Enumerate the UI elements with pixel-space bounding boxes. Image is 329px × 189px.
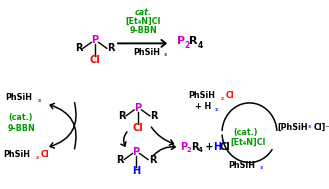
Text: Cl: Cl bbox=[226, 91, 234, 101]
Text: (cat.): (cat.) bbox=[233, 128, 258, 137]
Text: R: R bbox=[108, 43, 115, 53]
Text: Cl: Cl bbox=[41, 150, 50, 159]
Text: H: H bbox=[213, 142, 221, 152]
Text: R: R bbox=[149, 155, 156, 164]
Text: ₃: ₃ bbox=[308, 123, 311, 129]
Text: PhSiH: PhSiH bbox=[228, 161, 255, 170]
Text: ₃: ₃ bbox=[260, 164, 263, 170]
Text: P: P bbox=[180, 142, 187, 152]
Text: PhSiH: PhSiH bbox=[3, 150, 31, 159]
Text: 2: 2 bbox=[186, 147, 191, 153]
Text: ₃: ₃ bbox=[164, 51, 166, 57]
Text: Cl: Cl bbox=[133, 123, 143, 133]
Text: Cl: Cl bbox=[89, 55, 100, 65]
Text: + H: + H bbox=[194, 102, 211, 111]
Text: Cl: Cl bbox=[219, 142, 230, 152]
Text: 9-BBN: 9-BBN bbox=[130, 26, 157, 35]
Text: cat.: cat. bbox=[135, 8, 152, 17]
Text: P: P bbox=[91, 35, 98, 45]
Text: R: R bbox=[151, 111, 158, 121]
Text: ₂: ₂ bbox=[36, 153, 38, 160]
Text: P: P bbox=[177, 36, 185, 46]
Text: 4: 4 bbox=[197, 147, 202, 153]
Text: Cl]⁻: Cl]⁻ bbox=[314, 123, 329, 132]
Text: 9-BBN: 9-BBN bbox=[8, 124, 36, 133]
Text: (cat.): (cat.) bbox=[8, 113, 33, 122]
Text: PhSiH: PhSiH bbox=[133, 48, 160, 57]
Text: R: R bbox=[189, 36, 198, 46]
Text: [PhSiH: [PhSiH bbox=[277, 123, 308, 132]
Text: 2: 2 bbox=[185, 41, 190, 50]
Text: ₂: ₂ bbox=[220, 95, 223, 101]
Text: +: + bbox=[202, 142, 217, 152]
Text: P: P bbox=[134, 103, 141, 113]
Text: H: H bbox=[132, 167, 140, 176]
Text: PhSiH: PhSiH bbox=[5, 94, 32, 102]
Text: ₂: ₂ bbox=[215, 106, 218, 112]
Text: R: R bbox=[118, 111, 125, 121]
Text: R: R bbox=[116, 155, 123, 164]
Text: ₃: ₃ bbox=[37, 97, 40, 103]
Text: R: R bbox=[75, 43, 82, 53]
Text: [Et₄N]Cl: [Et₄N]Cl bbox=[230, 138, 266, 147]
Text: R: R bbox=[191, 142, 198, 152]
Text: [Et₄N]Cl: [Et₄N]Cl bbox=[126, 17, 161, 26]
Text: 4: 4 bbox=[197, 41, 203, 50]
Text: P: P bbox=[133, 147, 139, 156]
Text: PhSiH: PhSiH bbox=[188, 91, 215, 101]
